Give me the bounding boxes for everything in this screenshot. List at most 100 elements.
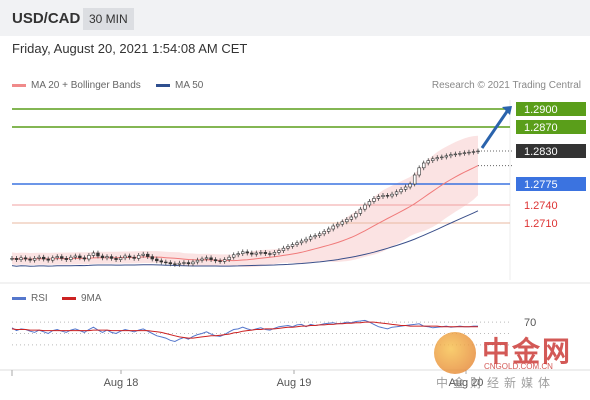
legend-swatch-ma20 <box>12 83 26 87</box>
level-label-support-2: 1.2710 <box>524 218 558 230</box>
candle-body <box>173 263 177 265</box>
price-levels <box>12 108 510 224</box>
candle-body <box>408 183 412 188</box>
candle-body <box>69 256 73 260</box>
candle-body <box>19 257 23 260</box>
level-label-resistance-1: 1.2870 <box>524 122 558 134</box>
rsi-legend-label: RSI <box>31 293 48 304</box>
candle-body <box>254 252 259 255</box>
candle-body <box>195 259 200 263</box>
candle-body <box>390 193 394 197</box>
candle-body <box>422 162 426 169</box>
level-label-pivot: 1.2775 <box>524 179 558 191</box>
rsi-legend-item: RSI <box>12 293 48 304</box>
candle-body <box>417 167 421 176</box>
candle-body <box>381 195 385 197</box>
projection-arrow-head <box>502 106 512 115</box>
level-label-resistance-2: 1.2900 <box>524 104 558 116</box>
candle-body <box>317 233 322 236</box>
candle-body <box>449 154 453 157</box>
candle-body <box>322 231 326 235</box>
candle-body <box>245 251 249 254</box>
candle-body <box>363 204 367 210</box>
candle-body <box>204 257 209 260</box>
candle-body <box>191 261 195 265</box>
chart-datetime: Friday, August 20, 2021 1:54:08 AM CET <box>12 41 248 56</box>
candle-body <box>236 253 240 256</box>
cngold-watermark: 中金网 CNGOLD.COM.CN 中金财经新媒体 <box>432 328 582 390</box>
candle-body <box>336 223 340 227</box>
candle-body <box>376 196 381 199</box>
candle-body <box>109 256 114 259</box>
rsi-9ma-legend-swatch <box>62 296 76 300</box>
candle-body <box>313 235 317 238</box>
level-label-support-1: 1.2740 <box>524 200 558 212</box>
rsi-tick-label: 70 <box>524 317 536 329</box>
candle-body <box>290 244 295 247</box>
level-box-resistance-2 <box>516 102 586 116</box>
candle-body <box>241 251 245 254</box>
candle-body <box>46 258 50 261</box>
candle-body <box>164 261 168 264</box>
candle-body <box>304 238 308 242</box>
candle-body <box>186 262 191 265</box>
candle-body <box>159 260 164 263</box>
projection-arrow <box>480 106 512 149</box>
rsi-9ma-legend-label: 9MA <box>81 293 102 304</box>
candle-body <box>349 216 354 220</box>
candle-body <box>155 258 159 262</box>
candle-body <box>114 258 118 260</box>
candle-body <box>91 252 96 256</box>
candle-body <box>82 257 87 260</box>
time-tick-label: Aug 20 <box>449 377 484 389</box>
chart-grid <box>0 100 590 371</box>
legend-label-ma20: MA 20 + Bollinger Bands <box>31 80 141 91</box>
candle-body <box>177 262 182 265</box>
rsi-legend-swatch <box>12 296 26 300</box>
candle-body <box>64 258 68 260</box>
candle-body <box>431 158 435 161</box>
candle-body <box>272 252 277 255</box>
candle-body <box>295 242 299 245</box>
candle-body <box>41 256 46 260</box>
current-price-label: 1.2830 <box>524 146 558 158</box>
time-tick-label: Aug 18 <box>104 377 139 389</box>
symbol-title: USD/CAD <box>12 10 81 27</box>
candle-body <box>51 257 55 261</box>
candle-body <box>37 256 41 259</box>
candle-body <box>268 253 272 255</box>
candle-body <box>467 151 471 154</box>
candle-body <box>399 189 403 193</box>
candle-body <box>28 258 32 261</box>
rsi-9ma-legend-item: 9MA <box>62 293 102 304</box>
research-credit: Research © 2021 Trading Central <box>431 80 581 91</box>
time-axis: Aug 18 Aug 19 Aug 20 <box>11 370 484 389</box>
candle-body <box>213 259 218 262</box>
candle-body <box>87 255 91 260</box>
bollinger-bands <box>12 135 478 268</box>
timeframe-button[interactable]: 30 MIN <box>83 8 134 30</box>
candle-body <box>123 255 127 259</box>
watermark-brand: 中金网 <box>482 336 573 367</box>
candle-body <box>132 256 136 259</box>
projection-arrow-shaft <box>480 109 510 149</box>
candle-body <box>231 254 236 258</box>
rsi-line <box>11 319 478 343</box>
candle-body <box>141 253 145 256</box>
candle-body <box>23 257 28 260</box>
candle-body <box>222 259 227 262</box>
level-box-pivot <box>516 177 586 191</box>
candle-body <box>453 153 458 156</box>
current-price-box <box>516 144 586 158</box>
candle-body <box>118 257 123 260</box>
candle-body <box>150 256 154 260</box>
candle-body <box>308 236 313 240</box>
candle-body <box>354 213 358 218</box>
candle-body <box>60 256 64 259</box>
candle-body <box>412 174 417 185</box>
candle-body <box>277 250 281 253</box>
rsi-panel: 70 <box>11 317 536 346</box>
candle-body <box>200 258 204 261</box>
candle-body <box>227 256 231 260</box>
